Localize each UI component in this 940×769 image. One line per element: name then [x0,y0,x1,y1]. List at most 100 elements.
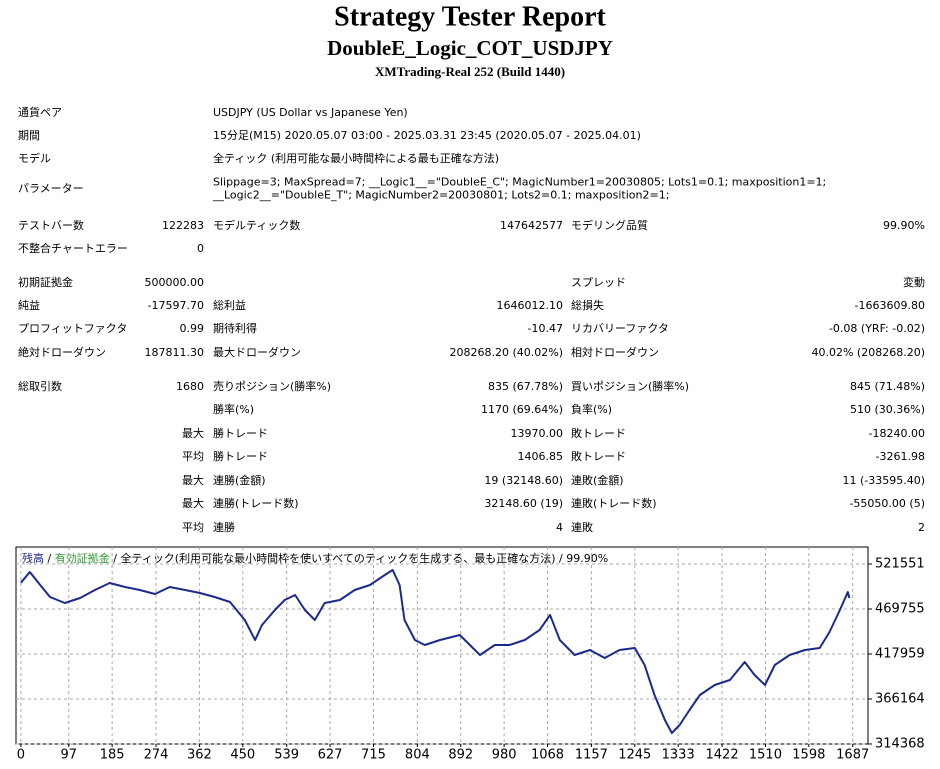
stat-value: 40.02% (208268.20) [811,346,925,359]
stat-value: 平均 [182,521,204,534]
stat-value: 208268.20 (40.02%) [449,346,563,359]
x-tick-label: 1598 [792,748,825,763]
stat-label: 連勝 [213,520,235,534]
stat-label: モデルティック数 [213,218,300,232]
stat-value: -17597.70 [148,299,204,312]
stat-value: 845 (71.48%) [850,380,925,393]
info-value: 15分足(M15) 2020.05.07 03:00 - 2025.03.31 … [213,129,641,142]
stat-value: -18240.00 [869,427,925,440]
chart-frame [15,546,869,745]
stat-value: 19 (32148.60) [484,474,563,487]
legend-quality: 99.90% [566,552,608,565]
stat-value: 0.99 [180,322,205,335]
server: XMTrading-Real 252 (Build 1440) [375,64,565,79]
x-tick-label: 627 [318,748,343,763]
legend-sep: / [48,552,52,565]
stat-value: 13970.00 [511,427,564,440]
x-tick-label: 892 [448,748,473,763]
subtitle: DoubleE_Logic_COT_USDJPY [327,36,613,60]
stat-value: 122283 [162,219,204,232]
legend-sep: / [113,552,117,565]
stat-value: 4 [556,521,563,534]
stat-label: 売りポジション(勝率%) [213,379,331,393]
stat-label: 初期証拠金 [18,275,73,289]
stat-value: 32148.60 (19) [484,497,563,510]
stat-value: 500000.00 [145,276,205,289]
stat-label: テストバー数 [18,219,84,232]
stat-label: 純益 [18,298,40,312]
stat-value: 510 (30.36%) [850,403,925,416]
stat-label: 最大ドローダウン [213,345,301,359]
stat-label: 負率(%) [571,402,612,416]
stat-value: -55050.00 (5) [849,497,925,510]
stat-value: 1646012.10 [497,299,563,312]
info-value: 全ティック (利用可能な最小時間枠による最も正確な方法) [213,151,499,165]
stat-label: モデリング品質 [571,218,648,232]
legend: 残高 / 有効証拠金 / 全ティック(利用可能な最小時間枠を使いすべてのティック… [22,551,608,565]
stat-label: 連敗(トレード数) [571,496,657,510]
stat-label: 連勝(トレード数) [213,496,299,510]
x-tick-label: 715 [361,748,386,763]
stat-value: 147642577 [500,219,563,232]
info-label: パラメーター [18,182,84,195]
x-tick-label: 274 [144,748,169,763]
stat-value: 最大 [182,426,204,440]
x-tick-label: 450 [230,748,255,763]
stat-label: 勝率(%) [213,402,254,416]
stat-value: 最大 [182,496,204,510]
x-tick-label: 1333 [662,748,695,763]
stat-label: 期待利得 [213,321,257,335]
stat-value: 99.90% [883,219,925,232]
stat-label: 絶対ドローダウン [18,345,106,359]
y-tick-label: 521551 [875,556,925,571]
title: Strategy Tester Report [334,1,606,32]
stat-label: 総利益 [213,298,246,312]
stat-label: 連敗(金額) [571,473,624,487]
y-tick-label: 469755 [875,601,925,616]
balance-line [20,569,851,734]
y-tick-label: 366164 [875,691,925,706]
stat-label: 不整合チャートエラー [18,241,128,255]
stat-value: 1170 (69.64%) [481,403,563,416]
stat-label: スプレッド [571,276,626,289]
stat-value: 187811.30 [145,346,205,359]
y-tick-label: 314368 [875,737,925,752]
stat-value: 変動 [903,275,925,289]
info-value: USDJPY (US Dollar vs Japanese Yen) [213,106,408,119]
x-tick-label: 1157 [575,748,608,763]
stat-label: 勝トレード [213,426,268,440]
x-tick-label: 185 [100,748,125,763]
stat-value: 0 [197,242,204,255]
stat-value: 最大 [182,473,204,487]
info-value: Slippage=3; MaxSpread=7; __Logic1__="Dou… [213,176,826,189]
stat-label: 連勝(金額) [213,473,266,487]
info-value: __Logic2__="DoubleE_T"; MagicNumber2=200… [212,189,669,202]
stat-label: 連敗 [571,520,593,534]
x-tick-label: 1510 [749,748,782,763]
stat-value: 1680 [176,380,204,393]
x-tick-label: 97 [60,748,77,763]
info-label: 通貨ペア [18,105,62,119]
stat-value: 平均 [182,450,204,463]
stat-label: 総取引数 [18,379,62,393]
x-tick-label: 539 [274,748,299,763]
stat-value: -10.47 [528,322,563,335]
x-tick-label: 0 [17,748,25,763]
legend-note: 全ティック(利用可能な最小時間枠を使いすべてのティックを生成する、最も正確な方法… [120,551,555,565]
stat-label: 敗トレード [571,426,626,440]
stat-label: リカバリーファクタ [571,322,669,335]
stat-label: 買いポジション(勝率%) [571,379,689,393]
stat-label: 勝トレード [213,449,268,463]
x-tick-label: 1422 [706,748,739,763]
legend-equity: 有効証拠金 [55,551,110,565]
x-tick-label: 980 [492,748,517,763]
x-tick-label: 1687 [836,748,869,763]
x-tick-label: 362 [187,748,212,763]
stat-label: 相対ドローダウン [571,345,659,359]
stat-value: -3261.98 [876,450,925,463]
stat-value: -1663609.80 [855,299,925,312]
legend-balance: 残高 [22,551,44,565]
x-tick-label: 1245 [618,748,651,763]
stat-value: -0.08 (YRF: -0.02) [829,322,925,335]
